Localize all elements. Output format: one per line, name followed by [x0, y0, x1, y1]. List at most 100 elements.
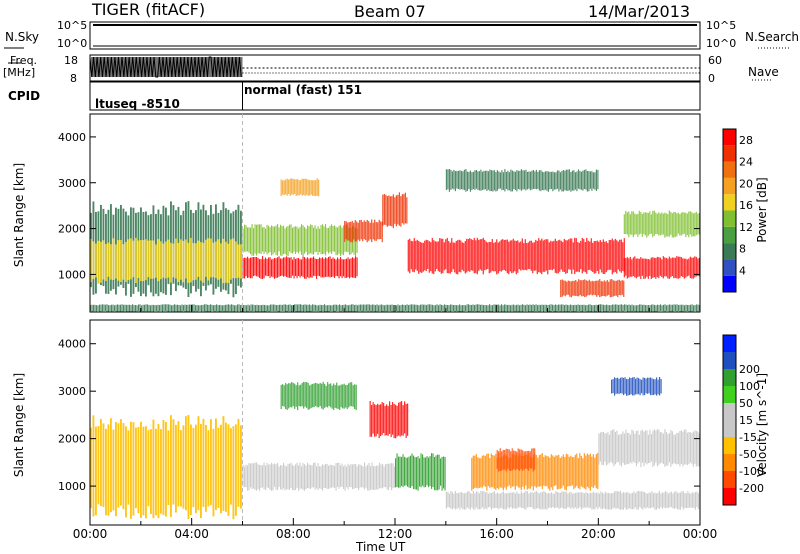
power-region-7-beam-73 — [517, 240, 519, 273]
power-region-12-beam-396 — [684, 305, 686, 312]
power-region-12-beam-121 — [271, 304, 273, 311]
power-region-9-beam-39 — [682, 258, 684, 277]
velocity-region-4-beam-44 — [537, 457, 539, 487]
power-region-12-beam-213 — [409, 304, 411, 311]
velocity-region-6-beam-20 — [475, 491, 477, 508]
power-region-10-beam-16 — [647, 212, 649, 236]
power-region-1-beam-19 — [137, 240, 140, 279]
power-region-8-beam-27 — [600, 281, 602, 297]
power-region-9-beam-0 — [623, 257, 625, 278]
velocity-region-9-beam-21 — [642, 377, 644, 396]
power-region-2-beam-24 — [278, 256, 280, 277]
velocity-region-6-beam-59 — [534, 491, 536, 510]
power-region-12-beam-87 — [220, 305, 222, 312]
power-region-7-beam-105 — [565, 240, 567, 274]
power-region-12-beam-273 — [499, 305, 501, 312]
power-region-11-beam-57 — [531, 170, 533, 190]
velocity-region-0-beam-43 — [197, 416, 200, 511]
power-region-12-beam-167 — [340, 305, 342, 312]
velocity-region-9-beam-4 — [617, 377, 619, 394]
power-region-2-beam-3 — [247, 256, 249, 279]
power-region-2-beam-5 — [250, 257, 252, 279]
velocity-region-6-beam-9 — [459, 492, 461, 510]
power-region-12-beam-282 — [513, 304, 515, 312]
velocity-colorbar-tick-0: -200 — [739, 482, 764, 495]
power-region-1-beam-60 — [240, 244, 242, 279]
velocity-region-2-beam-8 — [381, 402, 383, 435]
velocity-region-7-beam-17 — [623, 433, 625, 465]
velocity-region-5-beam-4 — [502, 449, 504, 470]
power-region-1-beam-51 — [217, 239, 220, 280]
power-region-3-beam-58 — [329, 225, 331, 253]
velocity-region-1-beam-84 — [368, 462, 370, 491]
power-region-9-beam-17 — [649, 259, 651, 276]
velocity-region-6-beam-124 — [631, 492, 633, 510]
power-region-7-beam-36 — [461, 242, 463, 270]
power-region-7-beam-40 — [467, 239, 469, 271]
velocity-region-6-beam-53 — [525, 490, 527, 510]
power-region-12-beam-267 — [490, 305, 492, 312]
power-region-12-beam-17 — [115, 304, 117, 312]
power-region-12-beam-341 — [601, 304, 603, 311]
velocity-region-7-beam-63 — [692, 431, 694, 467]
power-region-7-beam-0 — [407, 239, 409, 272]
velocity-region-6-beam-6 — [454, 490, 456, 510]
velocity-region-5-beam-18 — [523, 451, 525, 470]
power-region-12-beam-1 — [91, 304, 93, 312]
velocity-region-6-beam-64 — [541, 492, 543, 509]
power-region-12-beam-401 — [691, 304, 693, 312]
power-region-7-beam-141 — [619, 239, 621, 272]
power-region-3-beam-54 — [323, 226, 325, 254]
power-region-12-beam-338 — [597, 305, 599, 311]
power-region-12-beam-264 — [486, 305, 488, 312]
velocity-region-4-beam-10 — [486, 453, 488, 491]
power-region-2-beam-18 — [269, 257, 271, 278]
power-region-12-beam-207 — [400, 305, 402, 312]
power-region-10-beam-31 — [670, 211, 672, 235]
power-region-11-beam-23 — [480, 169, 482, 191]
power-region-2-beam-76 — [356, 257, 358, 277]
power-region-9-beam-31 — [670, 258, 672, 278]
velocity-region-4-beam-17 — [496, 458, 498, 489]
power-region-7-beam-127 — [598, 241, 600, 274]
power-region-2-beam-58 — [329, 256, 331, 278]
velocity-region-4-beam-60 — [561, 456, 563, 489]
power-region-10-beam-29 — [667, 213, 669, 237]
velocity-region-1-beam-88 — [374, 466, 376, 490]
velocity-region-7-beam-16 — [622, 431, 624, 463]
velocity-region-0-beam-30 — [165, 422, 167, 517]
power-region-12-beam-51 — [166, 304, 168, 312]
cpid-label: CPID — [8, 89, 41, 103]
velocity-region-9-beam-33 — [660, 378, 662, 394]
power-region-12-beam-35 — [142, 304, 144, 312]
power-region-3-beam-65 — [340, 225, 342, 256]
power-region-12-beam-208 — [402, 304, 404, 312]
power-region-1-beam-31 — [167, 239, 170, 278]
power-region-12-beam-179 — [358, 304, 360, 312]
velocity-region-4-beam-70 — [576, 453, 578, 487]
velocity-region-3-beam-5 — [402, 454, 404, 488]
power-region-12-beam-97 — [235, 305, 237, 312]
power-region-12-beam-120 — [270, 304, 272, 312]
power-region-12-beam-337 — [595, 304, 597, 312]
power-region-7-beam-43 — [472, 239, 474, 271]
velocity-region-7-beam-65 — [695, 430, 697, 467]
power-region-12-beam-150 — [315, 304, 317, 311]
power-region-1-beam-54 — [225, 241, 227, 283]
power-region-10-beam-15 — [646, 212, 648, 238]
velocity-region-7-beam-38 — [655, 430, 657, 463]
velocity-region-5-beam-0 — [496, 450, 498, 469]
velocity-region-4-beam-3 — [475, 454, 477, 488]
power-region-12-beam-274 — [501, 304, 503, 312]
power-region-7-beam-124 — [593, 240, 595, 274]
power-region-1-beam-20 — [140, 240, 142, 282]
power-region-11-beam-60 — [535, 169, 537, 190]
velocity-region-8-beam-2 — [283, 385, 285, 407]
power-region-4-beam-2 — [283, 180, 285, 196]
velocity-region-0-beam-40 — [190, 424, 192, 516]
velocity-region-0-beam-52 — [220, 424, 222, 514]
velocity-region-4-beam-68 — [573, 457, 575, 490]
power-region-5-beam-8 — [356, 221, 358, 242]
velocity-region-6-beam-129 — [639, 491, 641, 508]
power-region-7-beam-138 — [614, 238, 616, 272]
